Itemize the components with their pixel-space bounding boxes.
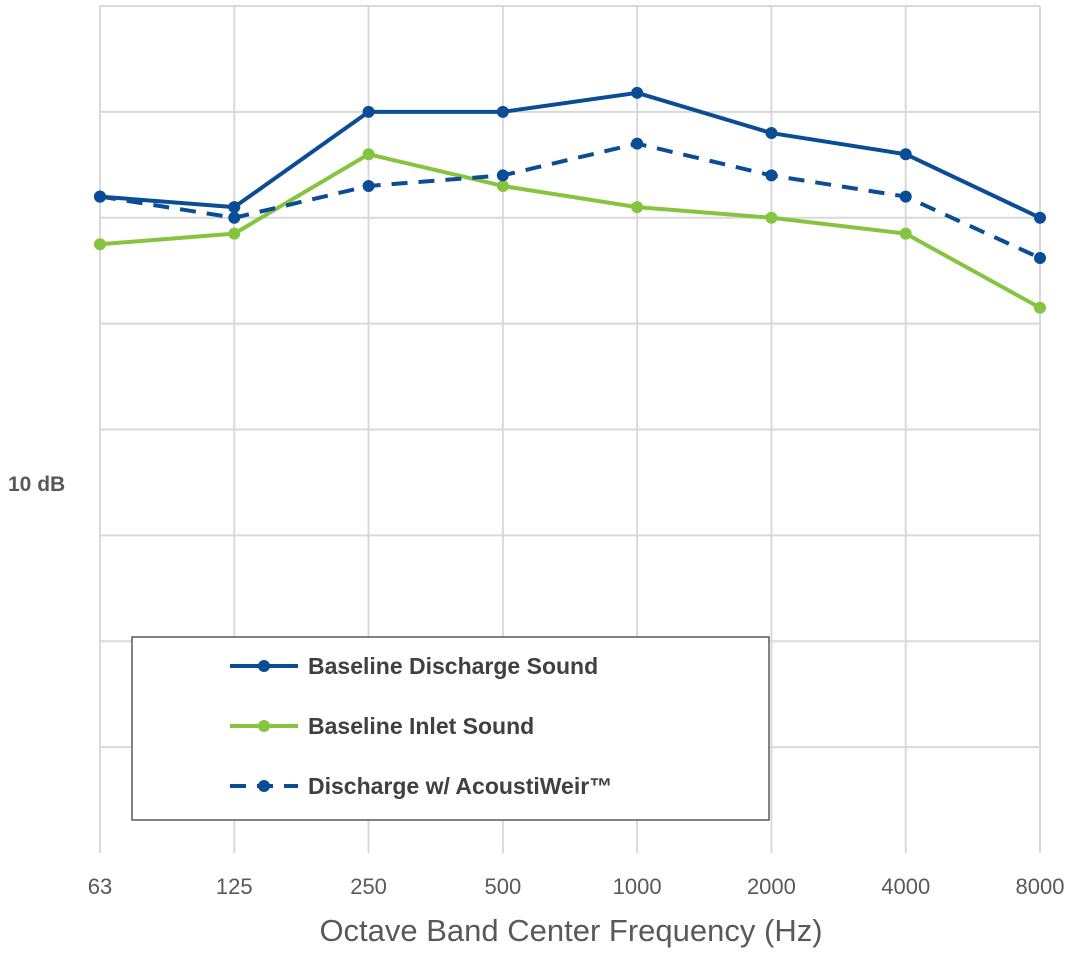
grid — [99, 5, 1041, 853]
data-point — [228, 201, 241, 214]
data-point — [765, 127, 778, 140]
data-point — [94, 190, 106, 203]
series-layer — [94, 86, 1046, 314]
series-line — [99, 152, 1041, 310]
data-point — [362, 179, 375, 192]
series-1 — [94, 86, 1046, 224]
x-tick-labels: 63 125 250 500 1000 2000 4000 8000 — [88, 874, 1065, 899]
data-point — [94, 238, 106, 251]
data-point — [496, 179, 509, 192]
data-point — [1034, 251, 1046, 264]
data-point — [765, 169, 778, 182]
data-point — [228, 227, 241, 240]
legend-marker — [258, 660, 270, 672]
legend-label: Baseline Discharge Sound — [308, 653, 598, 679]
data-point — [631, 201, 644, 214]
data-point — [899, 190, 912, 203]
data-point — [899, 227, 912, 240]
x-tick-label: 2000 — [747, 874, 796, 899]
x-tick-label: 4000 — [881, 874, 930, 899]
data-point — [631, 137, 644, 150]
data-point — [1034, 301, 1046, 314]
x-axis-title: Octave Band Center Frequency (Hz) — [319, 913, 822, 948]
y-scale-label: 10 dB — [8, 473, 65, 496]
data-point — [496, 169, 509, 182]
data-point — [362, 148, 375, 161]
data-point — [899, 148, 912, 161]
x-tick-label: 8000 — [1016, 874, 1065, 899]
series-line — [99, 90, 1041, 220]
x-tick-label: 250 — [350, 874, 387, 899]
data-point — [362, 105, 375, 118]
x-tick-label: 63 — [88, 874, 112, 899]
data-point — [228, 211, 241, 224]
legend-label: Discharge w/ AcoustiWeir™ — [308, 773, 612, 799]
series-line — [99, 141, 1041, 260]
data-point — [765, 211, 778, 224]
series-3 — [94, 137, 1046, 264]
x-tick-label: 1000 — [613, 874, 662, 899]
legend: Baseline Discharge Sound Baseline Inlet S… — [131, 636, 770, 821]
x-tick-label: 125 — [216, 874, 253, 899]
series-2 — [94, 148, 1046, 314]
x-tick-label: 500 — [484, 874, 521, 899]
legend-marker — [258, 720, 270, 732]
data-point — [1034, 211, 1046, 224]
legend-marker — [258, 780, 270, 792]
data-point — [496, 105, 509, 118]
data-point — [631, 86, 644, 99]
legend-label: Baseline Inlet Sound — [308, 713, 534, 739]
